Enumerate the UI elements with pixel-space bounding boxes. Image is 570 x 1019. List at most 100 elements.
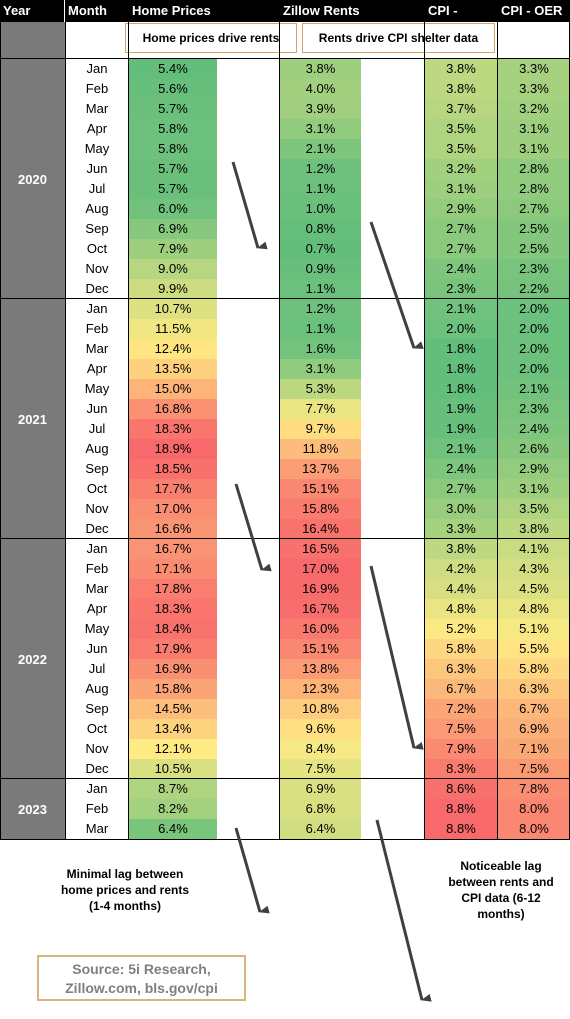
home-prices-cell: 12.1% (129, 739, 217, 759)
zillow-rents-cell: 15.8% (280, 499, 361, 519)
month-cell: Jan (86, 301, 108, 316)
cpi-oer-cell: 6.3% (498, 679, 570, 699)
header-cpi-oer: CPI - OER (498, 0, 570, 22)
cpi-rents-cell: 6.3% (425, 659, 497, 679)
home-prices-cell: 18.4% (129, 619, 217, 639)
column-border (65, 0, 66, 840)
header-home-prices: Home Prices (129, 0, 279, 22)
cpi-oer-cell: 8.0% (498, 799, 570, 819)
month-cell: Mar (85, 341, 109, 356)
month-cell: Apr (86, 601, 108, 616)
cpi-oer-cell: 2.8% (498, 179, 570, 199)
home-prices-cell: 5.6% (129, 79, 217, 99)
month-cell: Nov (85, 741, 109, 756)
cpi-oer-cell: 2.8% (498, 159, 570, 179)
year-separator (65, 538, 570, 539)
cpi-oer-cell: 3.8% (498, 519, 570, 539)
arrow-home-to-rents-2020 (231, 161, 268, 250)
month-cell: Feb (85, 81, 109, 96)
cpi-rents-cell: 7.9% (425, 739, 497, 759)
zillow-rents-cell: 16.5% (280, 539, 361, 559)
year-label: 2020 (0, 58, 65, 299)
cpi-oer-cell: 5.1% (498, 619, 570, 639)
home-prices-cell: 6.9% (129, 219, 217, 239)
home-prices-cell: 9.0% (129, 259, 217, 279)
month-cell: Jun (86, 641, 108, 656)
cpi-rents-cell: 2.7% (425, 479, 497, 499)
month-cell: Jun (86, 161, 108, 176)
zillow-rents-cell: 16.4% (280, 519, 361, 539)
home-prices-cell: 10.5% (129, 759, 217, 779)
home-prices-cell: 13.5% (129, 359, 217, 379)
cpi-rents-cell: 1.8% (425, 339, 497, 359)
month-cell: Aug (85, 681, 109, 696)
home-prices-cell: 7.9% (129, 239, 217, 259)
source-box: Source: 5i Research, Zillow.com, bls.gov… (37, 955, 246, 1001)
month-cell: Jul (88, 661, 106, 676)
zillow-rents-cell: 3.9% (280, 99, 361, 119)
cpi-rents-cell: 3.2% (425, 159, 497, 179)
cpi-rents-cell: 6.7% (425, 679, 497, 699)
home-prices-cell: 6.0% (129, 199, 217, 219)
cpi-rents-cell: 3.0% (425, 499, 497, 519)
month-cell: Feb (85, 561, 109, 576)
month-cell: Dec (85, 761, 109, 776)
month-cell: Sep (85, 701, 109, 716)
month-cell: Sep (85, 221, 109, 236)
arrow-rents-to-cpi-2022 (369, 565, 424, 750)
zillow-rents-cell: 1.2% (280, 159, 361, 179)
header-month: Month (65, 0, 128, 22)
cpi-rents-cell: 7.5% (425, 719, 497, 739)
home-prices-cell: 13.4% (129, 719, 217, 739)
cpi-oer-cell: 2.0% (498, 319, 570, 339)
home-prices-cell: 17.8% (129, 579, 217, 599)
year-separator (65, 298, 570, 299)
zillow-rents-cell: 0.9% (280, 259, 361, 279)
cpi-oer-cell: 3.1% (498, 139, 570, 159)
month-cell: May (84, 621, 110, 636)
cpi-oer-cell: 2.1% (498, 379, 570, 399)
cpi-oer-cell: 2.7% (498, 199, 570, 219)
home-prices-cell: 14.5% (129, 699, 217, 719)
month-cell: Dec (85, 281, 109, 296)
cpi-oer-cell: 3.5% (498, 499, 570, 519)
cpi-oer-cell: 3.1% (498, 119, 570, 139)
cpi-rents-cell: 1.9% (425, 399, 497, 419)
arrow-rents-to-cpi-2020 (369, 221, 424, 349)
cpi-rents-cell: 1.8% (425, 359, 497, 379)
month-cell: Aug (85, 441, 109, 456)
zillow-rents-cell: 16.7% (280, 599, 361, 619)
cpi-rents-cell: 2.3% (425, 279, 497, 299)
month-cell: Nov (85, 501, 109, 516)
cpi-oer-cell: 5.8% (498, 659, 570, 679)
cpi-oer-cell: 2.6% (498, 439, 570, 459)
zillow-rents-cell: 16.0% (280, 619, 361, 639)
arrow-home-to-rents-2021 (234, 483, 272, 572)
month-cell: Feb (85, 801, 109, 816)
zillow-rents-cell: 1.1% (280, 279, 361, 299)
cpi-oer-cell: 5.5% (498, 639, 570, 659)
home-prices-cell: 17.7% (129, 479, 217, 499)
zillow-rents-cell: 3.1% (280, 119, 361, 139)
cpi-oer-cell: 4.8% (498, 599, 570, 619)
cpi-rents-cell: 2.7% (425, 219, 497, 239)
column-border (128, 0, 129, 840)
arrow-rents-to-cpi-2023 (375, 819, 432, 1002)
cpi-oer-cell: 4.5% (498, 579, 570, 599)
home-prices-cell: 5.7% (129, 179, 217, 199)
home-prices-cell: 11.5% (129, 319, 217, 339)
cpi-rents-cell: 4.8% (425, 599, 497, 619)
cpi-rents-cell: 2.1% (425, 299, 497, 319)
cpi-oer-cell: 7.1% (498, 739, 570, 759)
month-cell: Aug (85, 201, 109, 216)
home-prices-cell: 15.8% (129, 679, 217, 699)
column-border (0, 0, 1, 840)
note-minimal-lag: Minimal lag between home prices and rent… (60, 867, 190, 913)
cpi-oer-cell: 2.5% (498, 219, 570, 239)
zillow-rents-cell: 6.4% (280, 819, 361, 839)
zillow-rents-cell: 1.0% (280, 199, 361, 219)
header-year: Year (0, 0, 64, 22)
cpi-rents-cell: 3.8% (425, 59, 497, 79)
cpi-rents-cell: 3.8% (425, 539, 497, 559)
arrow-home-to-rents-2023 (234, 827, 270, 914)
